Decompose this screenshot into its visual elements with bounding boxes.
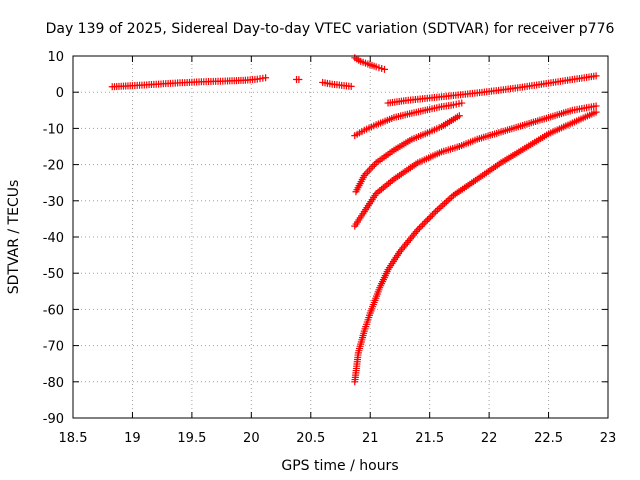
series-arc-2 [293,76,303,84]
data-point [592,72,600,80]
data-point [367,164,375,172]
x-tick-label: 19 [124,431,141,446]
data-point [419,221,427,229]
y-tick-label: -20 [43,159,64,174]
y-tick-labels: -90 -80 -70 -60 -50 -40 -30 -20 -10 0 10 [43,50,64,427]
data-point [262,74,270,82]
data-point [592,108,600,116]
data-point [417,222,425,230]
series-arc-7 [352,112,463,196]
data-point [415,224,423,232]
y-tick-label: -40 [43,231,64,246]
data-points [108,54,600,386]
data-point [441,200,449,208]
data-point [427,213,435,221]
y-tick-label: 0 [56,86,64,101]
series-arc-8 [455,102,600,150]
grid [73,56,608,418]
data-point [430,209,438,217]
x-tick-label: 21 [362,431,379,446]
series-arc-10 [351,108,600,386]
y-tick-label: -70 [43,340,64,355]
data-point [365,166,373,174]
data-point [435,204,443,212]
y-tick-label: -80 [43,376,64,391]
data-point [420,219,428,227]
series-arc-4 [351,54,388,73]
y-tick-label: -60 [43,303,64,318]
data-point [444,196,452,204]
series-arc-9 [351,143,463,230]
x-axis-label: GPS time / hours [281,458,398,474]
data-point [455,143,463,150]
x-tick-labels: 18.5 19 19.5 20 20.5 21 21.5 22 22.5 23 [59,431,617,446]
y-tick-label: -10 [43,122,64,137]
axis-ticks [72,55,609,419]
x-tick-label: 22.5 [534,431,563,446]
data-point [432,208,440,216]
data-point [380,65,388,73]
data-point [446,195,454,203]
data-point [592,102,600,110]
data-point [455,112,463,120]
data-point [439,201,447,209]
data-point [442,198,450,206]
data-point [425,214,433,222]
x-tick-label: 20.5 [296,431,325,446]
data-point [437,203,445,211]
x-tick-label: 21.5 [415,431,444,446]
data-point [414,226,422,234]
x-tick-label: 23 [600,431,617,446]
data-point [424,216,432,224]
x-tick-label: 20 [243,431,260,446]
y-tick-label: 10 [47,50,64,65]
data-point [347,82,355,90]
data-point [364,168,372,176]
data-point [422,218,430,226]
series-arc-1 [108,74,270,91]
x-tick-label: 18.5 [59,431,88,446]
data-point [295,76,303,84]
y-axis-label: SDTVAR / TECUs [6,180,22,295]
data-point [370,161,378,169]
data-point [433,206,441,214]
y-tick-label: -50 [43,267,64,282]
y-tick-label: -30 [43,195,64,210]
data-point [458,99,466,107]
series-arc-3 [319,78,355,90]
chart-title: Day 139 of 2025, Sidereal Day-to-day VTE… [46,21,615,37]
series-arc-6 [351,99,466,140]
x-tick-label: 22 [481,431,498,446]
x-tick-label: 19.5 [177,431,206,446]
series-arc-5 [384,72,600,107]
y-tick-label: -90 [43,412,64,427]
data-point [428,211,436,219]
